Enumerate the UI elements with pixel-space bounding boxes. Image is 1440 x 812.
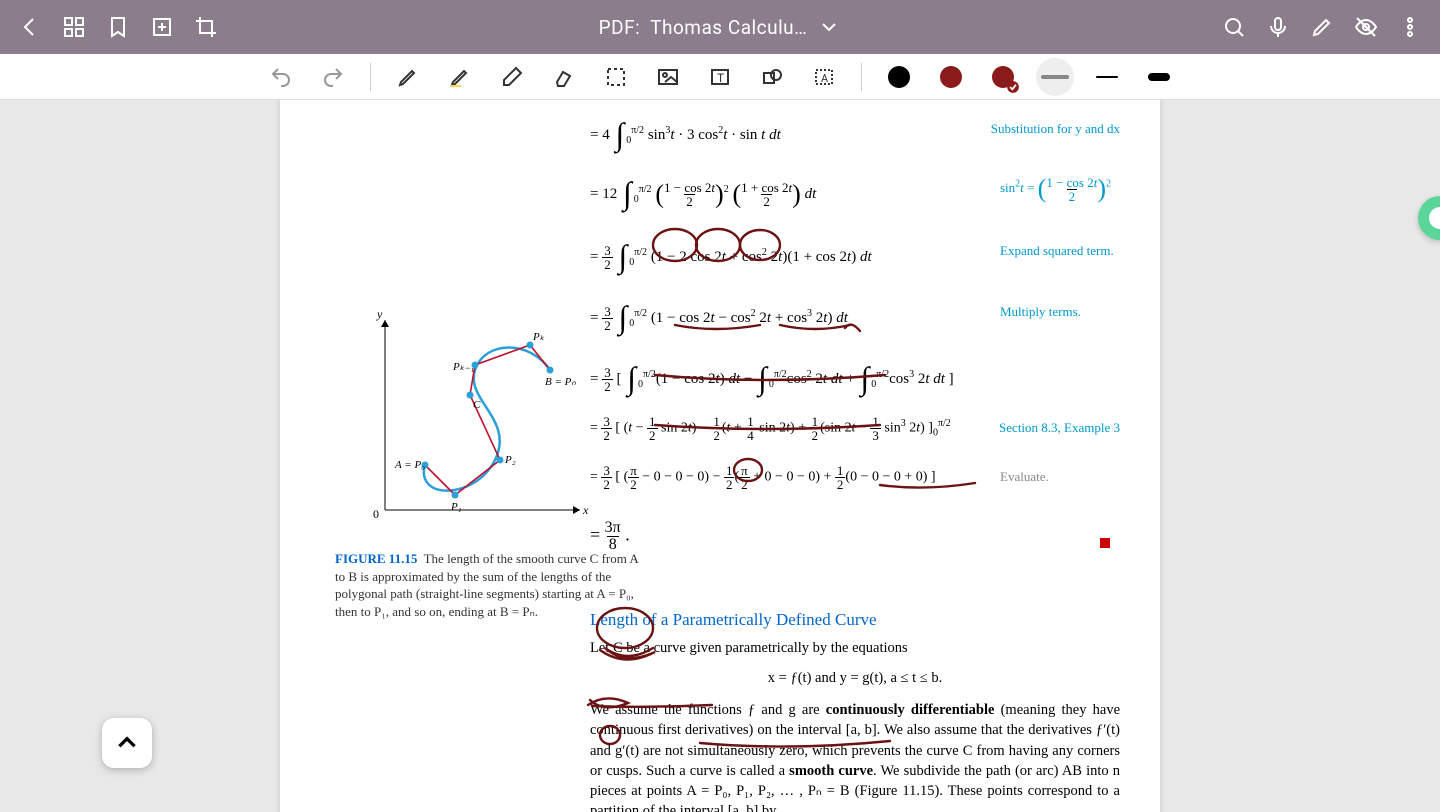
title-prefix: PDF:: [599, 16, 641, 39]
annotation: Section 8.3, Example 3: [999, 420, 1120, 436]
stroke-thin[interactable]: [1088, 58, 1126, 96]
grid-icon[interactable]: [62, 15, 86, 39]
para1: Let C be a curve given parametrically by…: [590, 638, 1120, 658]
section-heading: Length of a Parametrically Defined Curve: [590, 610, 877, 630]
para2: We assume the functions ƒ and g are cont…: [590, 700, 1120, 812]
svg-text:C: C: [473, 399, 481, 411]
pen-tool[interactable]: [389, 58, 427, 96]
lasso-tool[interactable]: [597, 58, 635, 96]
svg-text:P₂: P₂: [504, 454, 516, 466]
annotation: Evaluate.: [1000, 469, 1120, 485]
text-tool[interactable]: T: [701, 58, 739, 96]
highlighter-tool[interactable]: [441, 58, 479, 96]
back-icon[interactable]: [18, 15, 42, 39]
math-line: = 4 ∫0π/2 sin3t · 3 cos2t · sin t dt Sub…: [590, 110, 1120, 147]
app-bar: PDF: Thomas Calculu…: [0, 0, 1440, 54]
mic-icon[interactable]: [1266, 15, 1290, 39]
image-tool[interactable]: [649, 58, 687, 96]
auto-shape-tool[interactable]: A: [805, 58, 843, 96]
math-line: = 32 ∫0π/2 (1 − 2 cos 2t + cos2 2t)(1 + …: [590, 232, 1120, 271]
color-darkred[interactable]: [932, 58, 970, 96]
figure-graph: 0 x y A = P₀ P₁ P₂ C Pₖ₋₁: [355, 300, 595, 540]
separator: [861, 63, 862, 91]
annotation-toolbar: T A: [0, 54, 1440, 100]
figure-label: FIGURE 11.15: [335, 551, 417, 566]
redo-button[interactable]: [314, 58, 352, 96]
qed-mark: [1100, 538, 1110, 548]
undo-button[interactable]: [262, 58, 300, 96]
crop-icon[interactable]: [194, 15, 218, 39]
svg-text:0: 0: [373, 507, 379, 521]
stroke-oval[interactable]: [1140, 58, 1178, 96]
clear-tool[interactable]: [545, 58, 583, 96]
more-icon[interactable]: [1398, 15, 1422, 39]
visibility-off-icon[interactable]: [1354, 15, 1378, 39]
svg-text:A: A: [821, 72, 829, 85]
math-line: = 12 ∫0π/2 (1 − cos 2t2)2 (1 + cos 2t2) …: [590, 169, 1120, 210]
svg-text:P₁: P₁: [450, 501, 462, 513]
color-darkred-selected[interactable]: [984, 58, 1022, 96]
svg-text:A = P₀: A = P₀: [394, 459, 425, 471]
svg-text:Pₖ₋₁: Pₖ₋₁: [452, 361, 474, 373]
search-icon[interactable]: [1222, 15, 1246, 39]
document-title[interactable]: PDF: Thomas Calculu…: [218, 15, 1222, 39]
title-main: Thomas Calculu…: [650, 16, 807, 39]
math-line: = 32 ∫0π/2 (1 − cos 2t − cos2 2t + cos3 …: [590, 293, 1120, 332]
page-viewport[interactable]: = 4 ∫0π/2 sin3t · 3 cos2t · sin t dt Sub…: [0, 100, 1440, 812]
math-derivation: = 4 ∫0π/2 sin3t · 3 cos2t · sin t dt Sub…: [590, 110, 1120, 513]
color-black[interactable]: [880, 58, 918, 96]
svg-text:Pₖ: Pₖ: [532, 331, 545, 343]
scroll-up-button[interactable]: [102, 718, 152, 768]
separator: [370, 63, 371, 91]
eraser-tool[interactable]: [493, 58, 531, 96]
shape-tool[interactable]: [753, 58, 791, 96]
math-line: = 32 [ (π2 − 0 − 0 − 0) − 12(π2 + 0 − 0 …: [590, 464, 1120, 491]
annotation: Expand squared term.: [1000, 243, 1120, 259]
stroke-dash[interactable]: [1036, 58, 1074, 96]
svg-text:x: x: [582, 503, 589, 517]
math-line: = 32 [ ∫0π/2(1 − cos 2t) dt − ∫0π/2cos2 …: [590, 354, 1120, 393]
add-page-icon[interactable]: [150, 15, 174, 39]
svg-text:T: T: [717, 71, 724, 85]
svg-text:y: y: [376, 307, 383, 321]
annotation: sin2t = (1 − cos 2t2)2: [1000, 174, 1120, 204]
edit-icon[interactable]: [1310, 15, 1334, 39]
figure-11-15: 0 x y A = P₀ P₁ P₂ C Pₖ₋₁: [335, 300, 645, 620]
annotation: Substitution for y and dx: [991, 121, 1120, 137]
chevron-down-icon: [817, 15, 841, 39]
param-eq-line: x = ƒ(t) and y = g(t), a ≤ t ≤ b.: [590, 668, 1120, 688]
pdf-page: = 4 ∫0π/2 sin3t · 3 cos2t · sin t dt Sub…: [280, 100, 1160, 812]
svg-text:B = Pₙ: B = Pₙ: [545, 376, 576, 388]
bookmark-icon[interactable]: [106, 15, 130, 39]
annotation: Multiply terms.: [1000, 304, 1120, 320]
math-line: = 32 [ (t − 12 sin 2t) − 12(t + 14 sin 2…: [590, 415, 1120, 442]
